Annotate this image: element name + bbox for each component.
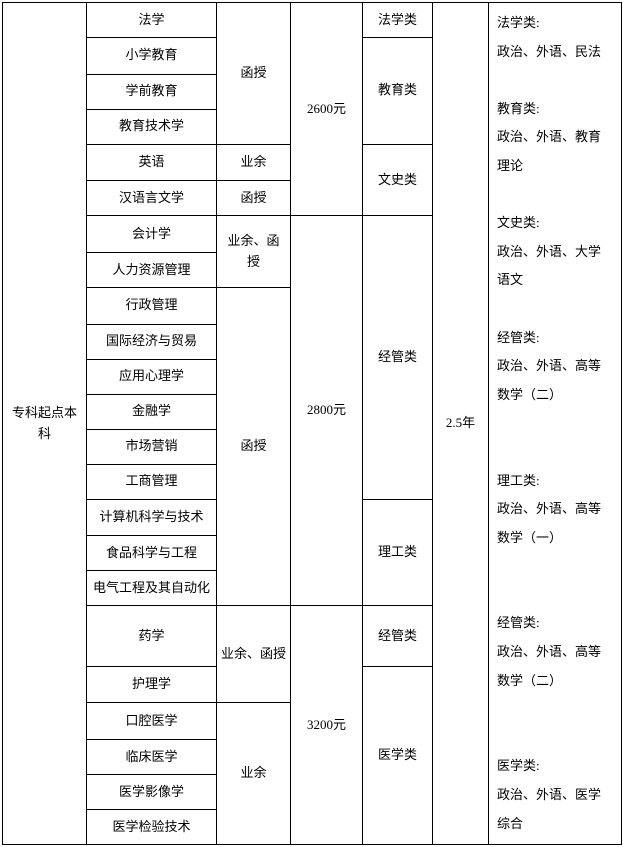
major-cell: 行政管理 <box>87 287 217 324</box>
table-row: 专科起点本科 法学 函授 2600元 法学类 2.5年 法学类:政治、外语、民法… <box>3 3 622 38</box>
subjects-cell: 法学类:政治、外语、民法教育类:政治、外语、教育理论文史类:政治、外语、大学语文… <box>489 3 622 845</box>
major-cell: 金融学 <box>87 394 217 429</box>
category-cell: 医学类 <box>363 666 433 844</box>
mode-cell: 业余 <box>217 144 291 181</box>
category-cell: 文史类 <box>363 144 433 216</box>
category-cell: 理工类 <box>363 499 433 606</box>
category-cell: 经管类 <box>363 606 433 667</box>
fee-cell: 3200元 <box>291 606 363 845</box>
major-cell: 医学影像学 <box>87 775 217 810</box>
mode-cell: 函授 <box>217 3 291 145</box>
major-cell: 工商管理 <box>87 464 217 499</box>
major-cell: 小学教育 <box>87 38 217 75</box>
program-table: 专科起点本科 法学 函授 2600元 法学类 2.5年 法学类:政治、外语、民法… <box>2 2 622 845</box>
major-cell: 临床医学 <box>87 740 217 775</box>
major-cell: 人力资源管理 <box>87 252 217 287</box>
major-cell: 会计学 <box>87 216 217 253</box>
major-cell: 学前教育 <box>87 74 217 109</box>
major-cell: 食品科学与工程 <box>87 536 217 571</box>
mode-cell: 业余、函授 <box>217 606 291 703</box>
major-cell: 电气工程及其自动化 <box>87 571 217 606</box>
duration-cell: 2.5年 <box>433 3 489 845</box>
major-cell: 教育技术学 <box>87 109 217 144</box>
major-cell: 口腔医学 <box>87 703 217 740</box>
category-cell: 教育类 <box>363 38 433 145</box>
major-cell: 汉语言文学 <box>87 181 217 216</box>
major-cell: 应用心理学 <box>87 359 217 394</box>
mode-cell: 函授 <box>217 287 291 605</box>
fee-cell: 2600元 <box>291 3 363 216</box>
category-cell: 法学类 <box>363 3 433 38</box>
category-cell: 经管类 <box>363 216 433 499</box>
major-cell: 医学检验技术 <box>87 810 217 845</box>
mode-cell: 函授 <box>217 181 291 216</box>
mode-cell: 业余、函授 <box>217 216 291 288</box>
mode-cell: 业余 <box>217 703 291 845</box>
major-cell: 计算机科学与技术 <box>87 499 217 536</box>
fee-cell: 2800元 <box>291 216 363 606</box>
level-cell: 专科起点本科 <box>3 3 87 845</box>
major-cell: 药学 <box>87 606 217 667</box>
major-cell: 英语 <box>87 144 217 181</box>
major-cell: 市场营销 <box>87 429 217 464</box>
major-cell: 法学 <box>87 3 217 38</box>
major-cell: 国际经济与贸易 <box>87 324 217 359</box>
major-cell: 护理学 <box>87 666 217 703</box>
